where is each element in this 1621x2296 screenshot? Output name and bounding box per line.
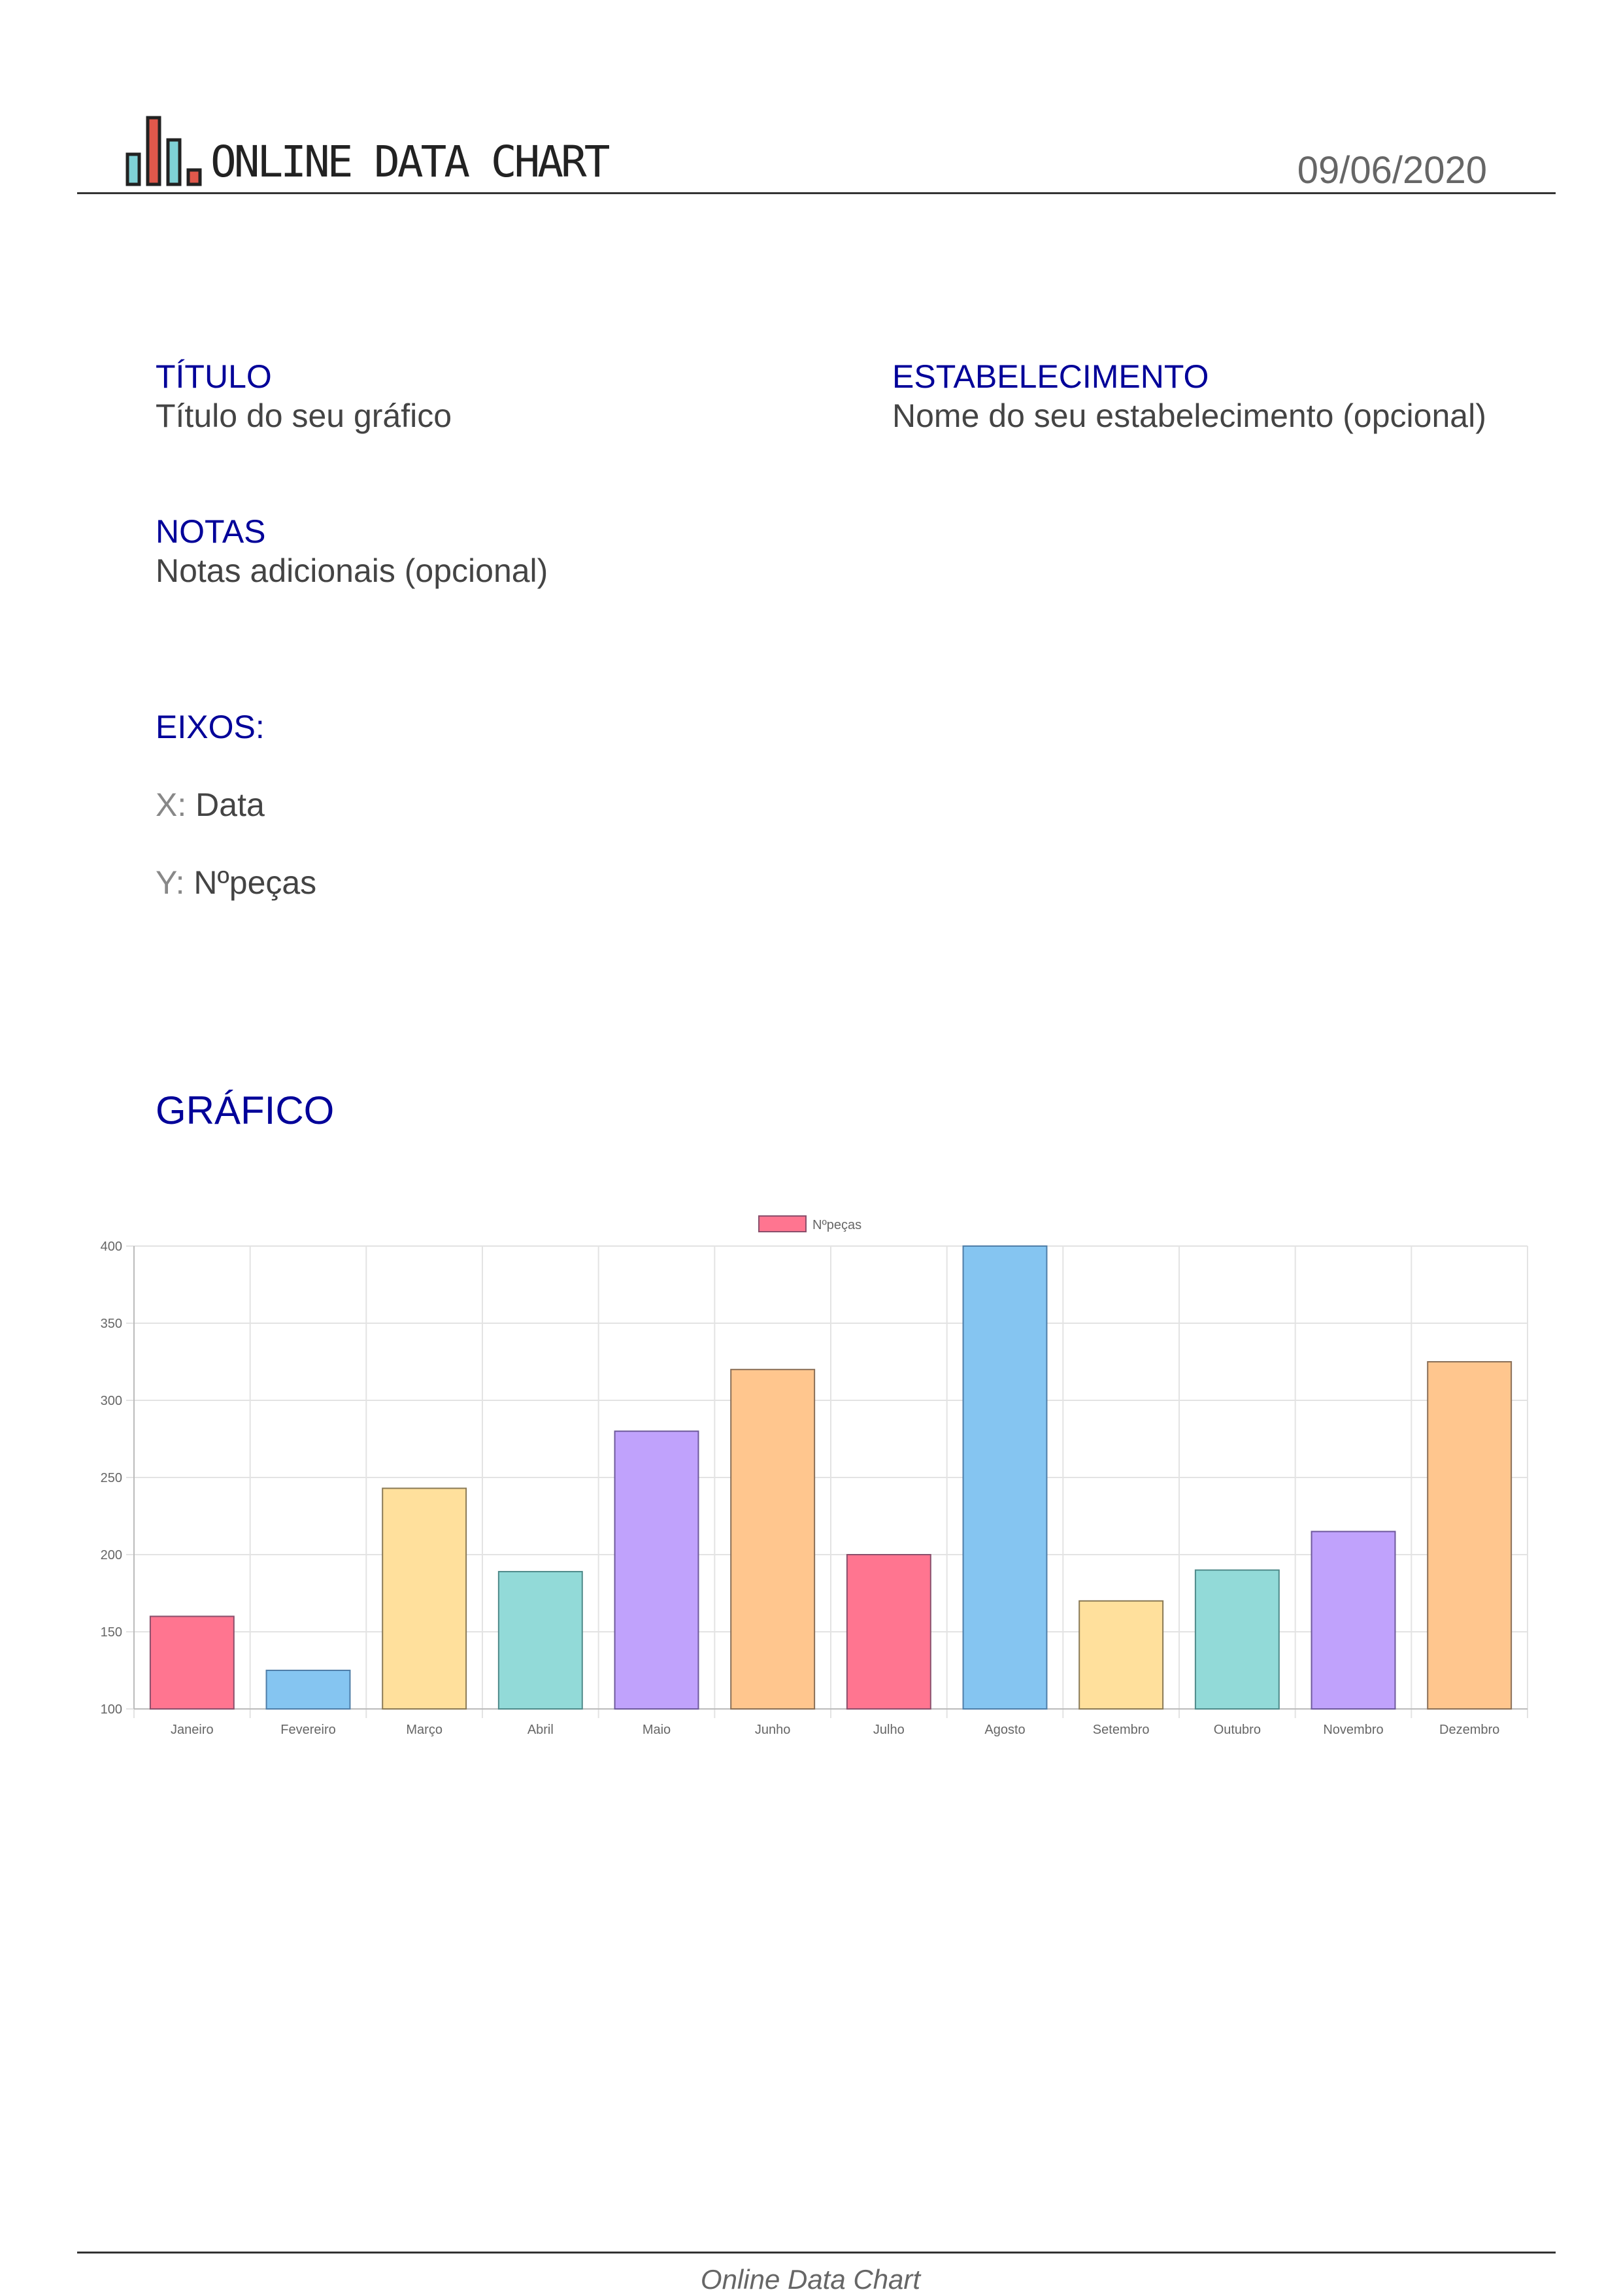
bar [149, 1615, 235, 1710]
x-tick-label: Março [406, 1723, 443, 1737]
bar-chart: 100 150 200 250 300 350 400 Janeiro Fevereiro Mar… [101, 1215, 1528, 1737]
x-tick-label: Abril [527, 1723, 554, 1737]
bar [1194, 1569, 1280, 1710]
bar [730, 1368, 816, 1710]
y-tick-label: 400 [101, 1240, 122, 1254]
y-axis-row: Y: Nºpeças [156, 863, 316, 902]
report-date: 09/06/2020 [1297, 149, 1487, 192]
footer-text: Online Data Chart [700, 2264, 921, 2295]
x-tick-label: Setembro [1093, 1723, 1150, 1737]
y-tick-label: 200 [101, 1548, 122, 1562]
footer-divider [77, 2252, 1556, 2254]
brand-name: ONLINE DATA CHART [210, 137, 610, 187]
x-tick-label: Novembro [1323, 1723, 1383, 1737]
chart-bars [149, 1245, 1512, 1710]
y-tick-label: 300 [101, 1394, 122, 1408]
x-axis-key: X: [156, 786, 187, 823]
x-tick-label: Fevereiro [280, 1723, 335, 1737]
establishment-value: Nome do seu estabelecimento (opcional) [892, 397, 1486, 434]
x-tick-label: Agosto [984, 1723, 1025, 1737]
bar [497, 1570, 583, 1710]
y-tick-label: 100 [101, 1702, 122, 1717]
notes-value: Notas adicionais (opcional) [156, 552, 548, 589]
chart-heading: GRÁFICO [156, 1089, 335, 1132]
y-tick-label: 250 [101, 1471, 122, 1485]
bar [962, 1245, 1048, 1710]
x-tick-label: Junho [755, 1723, 791, 1737]
axes-heading: EIXOS: [156, 709, 265, 745]
x-axis-value: Data [195, 786, 265, 823]
legend-label: Nºpeças [812, 1218, 861, 1232]
y-tick-label: 350 [101, 1317, 122, 1331]
legend-swatch [758, 1215, 807, 1232]
brand-logo-icon [125, 116, 202, 186]
bar [265, 1670, 351, 1710]
x-tick-label: Maio [643, 1723, 671, 1737]
title-label: TÍTULO [156, 358, 272, 395]
y-axis-value: Nºpeças [193, 864, 317, 901]
chart-legend: Nºpeças [758, 1215, 861, 1232]
title-value: Título do seu gráfico [156, 397, 452, 434]
x-axis-row: X: Data [156, 785, 265, 824]
x-tick-label: Outubro [1214, 1723, 1261, 1737]
y-axis-key: Y: [156, 864, 185, 901]
establishment-label: ESTABELECIMENTO [892, 358, 1209, 395]
x-tick-label: Dezembro [1439, 1723, 1499, 1737]
bar [382, 1487, 467, 1710]
bar [1427, 1361, 1512, 1710]
chart-grid [126, 1245, 1528, 1718]
x-tick-label: Janeiro [171, 1723, 214, 1737]
bar [1078, 1600, 1164, 1710]
bar [614, 1430, 699, 1710]
bar [846, 1554, 931, 1710]
y-tick-label: 150 [101, 1625, 122, 1640]
x-tick-label: Julho [873, 1723, 905, 1737]
chart-labels: 100 150 200 250 300 350 400 Janeiro Fevereiro Mar… [101, 1240, 1500, 1737]
bar [1311, 1530, 1396, 1710]
header-divider [77, 192, 1556, 194]
notes-label: NOTAS [156, 513, 266, 550]
